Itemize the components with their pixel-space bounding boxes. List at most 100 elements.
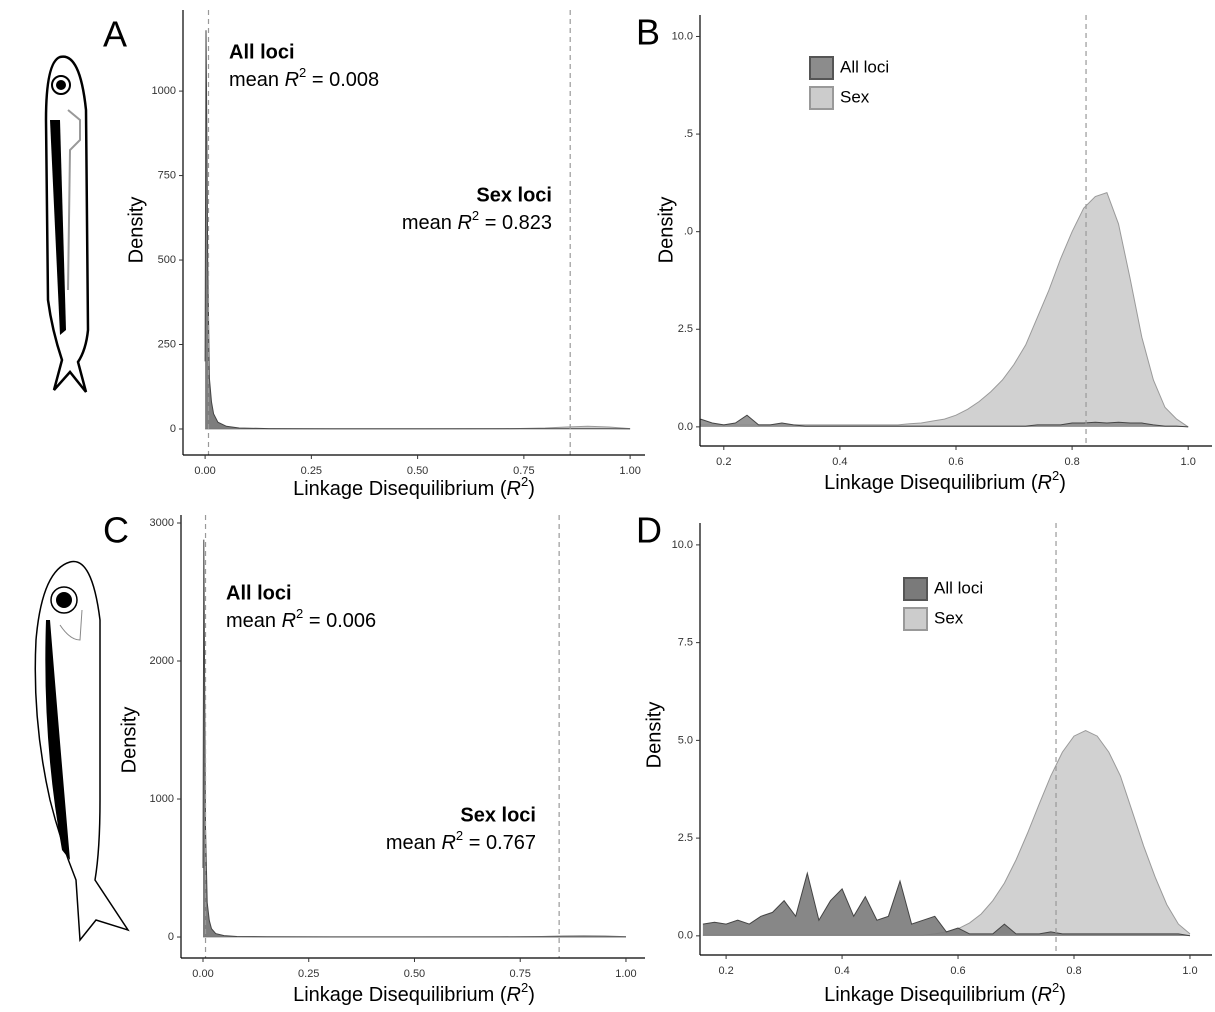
x-axis-title-text: Linkage Disequilibrium ( — [293, 984, 507, 1006]
legend-swatch — [809, 86, 834, 110]
density-line — [702, 871, 1191, 937]
x-axis-title: Linkage Disequilibrium (R2) — [824, 468, 1066, 494]
density-line — [700, 414, 1189, 428]
x-axis-title-text: Linkage Disequilibrium ( — [293, 478, 507, 500]
y-tick-label: 0 — [168, 931, 174, 943]
y-tick-label: 0.0 — [678, 930, 693, 942]
annotation-stat: mean R2 = 0.823 — [402, 208, 552, 234]
legend-label: Sex — [934, 608, 964, 627]
x-axis-title-sup: 2 — [1052, 980, 1059, 995]
x-tick-label: 1.0 — [1182, 965, 1197, 977]
x-axis-title-symbol: R — [507, 478, 521, 500]
annotation-title: All loci — [229, 41, 295, 63]
fish-illustration-bottom — [34, 560, 130, 942]
y-axis-title: Density — [655, 197, 677, 264]
density-line — [205, 425, 631, 430]
x-tick-label: 0.4 — [834, 965, 849, 977]
density-area — [702, 873, 1190, 936]
annotation-stat-prefix: mean — [402, 212, 458, 234]
legend-swatch — [903, 607, 928, 631]
x-axis-title-symbol: R — [507, 984, 521, 1006]
y-axis-title: Density — [118, 707, 140, 774]
annotation-stat: mean R2 = 0.006 — [226, 606, 376, 632]
x-tick-label: 0.00 — [194, 465, 215, 477]
annotation-stat-prefix: mean — [386, 832, 442, 854]
x-axis-title-sup: 2 — [521, 980, 528, 995]
y-tick-label: 1000 — [152, 85, 176, 97]
x-tick-label: 0.6 — [948, 456, 963, 468]
y-tick-label: 0 — [170, 423, 176, 435]
y-tick-label: 10.0 — [672, 539, 693, 551]
x-axis-title-symbol: R — [1038, 984, 1052, 1006]
panel: 0.0 2.5 5.0 7.5 10.0 0.2 0.4 0.6 0.8 1.0 D Density L… — [636, 510, 1212, 1006]
y-tick-label: .5 — [684, 128, 693, 140]
y-tick-label: 5.0 — [678, 734, 693, 746]
annotation-stat-symbol: R — [282, 610, 296, 632]
annotation-stat-sup: 2 — [472, 208, 479, 223]
annotation-stat-suffix: = 0.823 — [479, 212, 552, 234]
y-tick-label: 2000 — [150, 655, 174, 667]
x-tick-label: 0.25 — [301, 465, 322, 477]
annotation-stat-symbol: R — [441, 832, 455, 854]
legend-swatch — [809, 56, 834, 80]
density-line — [204, 30, 631, 430]
x-tick-label: 0.75 — [510, 968, 531, 980]
x-tick-label: 0.8 — [1064, 456, 1079, 468]
x-axis-title-end: ) — [1059, 472, 1066, 494]
panel: 0 1000 2000 3000 0.00 0.25 0.50 0.75 1.00 C Densit… — [103, 510, 645, 1006]
annotation-stat-symbol: R — [285, 69, 299, 91]
legend-label: All loci — [840, 57, 889, 76]
panel-letter: C — [103, 510, 129, 551]
y-axis-title: Density — [643, 702, 665, 769]
panel-letter: B — [636, 12, 660, 53]
annotation-stat: mean R2 = 0.767 — [386, 828, 536, 854]
annotation-title: Sex loci — [476, 184, 552, 206]
x-tick-label: 0.8 — [1066, 965, 1081, 977]
annotation-stat-symbol: R — [457, 212, 471, 234]
annotation-stat-suffix: = 0.006 — [303, 610, 376, 632]
x-axis-title-end: ) — [528, 478, 535, 500]
x-tick-label: 1.0 — [1181, 456, 1196, 468]
y-tick-label: 10.0 — [672, 30, 693, 42]
annotation-title: Sex loci — [460, 804, 536, 826]
density-area — [700, 192, 1189, 427]
x-axis-title-text: Linkage Disequilibrium ( — [824, 472, 1038, 494]
x-tick-label: 1.00 — [615, 968, 636, 980]
legend-label: Sex — [840, 87, 870, 106]
panel-letter: D — [636, 510, 662, 551]
density-area — [702, 730, 1190, 936]
annotation-stat: mean R2 = 0.008 — [229, 65, 379, 91]
y-tick-label: 750 — [158, 169, 176, 181]
annotation-stat-sup: 2 — [456, 828, 463, 843]
x-tick-label: 0.00 — [192, 968, 213, 980]
x-axis-title-end: ) — [1059, 984, 1066, 1006]
legend-swatch — [903, 577, 928, 601]
y-tick-label: 2.5 — [678, 832, 693, 844]
x-tick-label: 0.2 — [718, 965, 733, 977]
annotation-stat-prefix: mean — [229, 69, 285, 91]
density-line — [202, 539, 626, 938]
y-tick-label: 0.0 — [678, 421, 693, 433]
y-tick-label: 1000 — [150, 793, 174, 805]
x-tick-label: 0.50 — [404, 968, 425, 980]
fish-illustration-top — [44, 55, 90, 393]
y-tick-label: 3000 — [150, 517, 174, 529]
x-axis-title: Linkage Disequilibrium (R2) — [293, 980, 535, 1006]
x-tick-label: 0.50 — [407, 465, 428, 477]
y-tick-label: 7.5 — [678, 637, 693, 649]
y-tick-label: 2.5 — [678, 323, 693, 335]
x-axis-title: Linkage Disequilibrium (R2) — [293, 474, 535, 500]
x-axis-title-symbol: R — [1038, 472, 1052, 494]
panel: 0 250 500 750 1000 0.00 0.25 0.50 0.75 1.00 A Densi… — [103, 10, 645, 500]
annotation-title: All loci — [226, 582, 292, 604]
x-axis-title-text: Linkage Disequilibrium ( — [824, 984, 1038, 1006]
x-tick-label: 1.00 — [619, 465, 640, 477]
annotation-stat-suffix: = 0.008 — [306, 69, 379, 91]
panel-letter: A — [103, 14, 127, 55]
y-axis-title: Density — [125, 197, 147, 264]
x-axis-title-sup: 2 — [1052, 468, 1059, 483]
annotation-stat-sup: 2 — [296, 606, 303, 621]
x-tick-label: 0.6 — [950, 965, 965, 977]
y-tick-label: .0 — [684, 226, 693, 238]
